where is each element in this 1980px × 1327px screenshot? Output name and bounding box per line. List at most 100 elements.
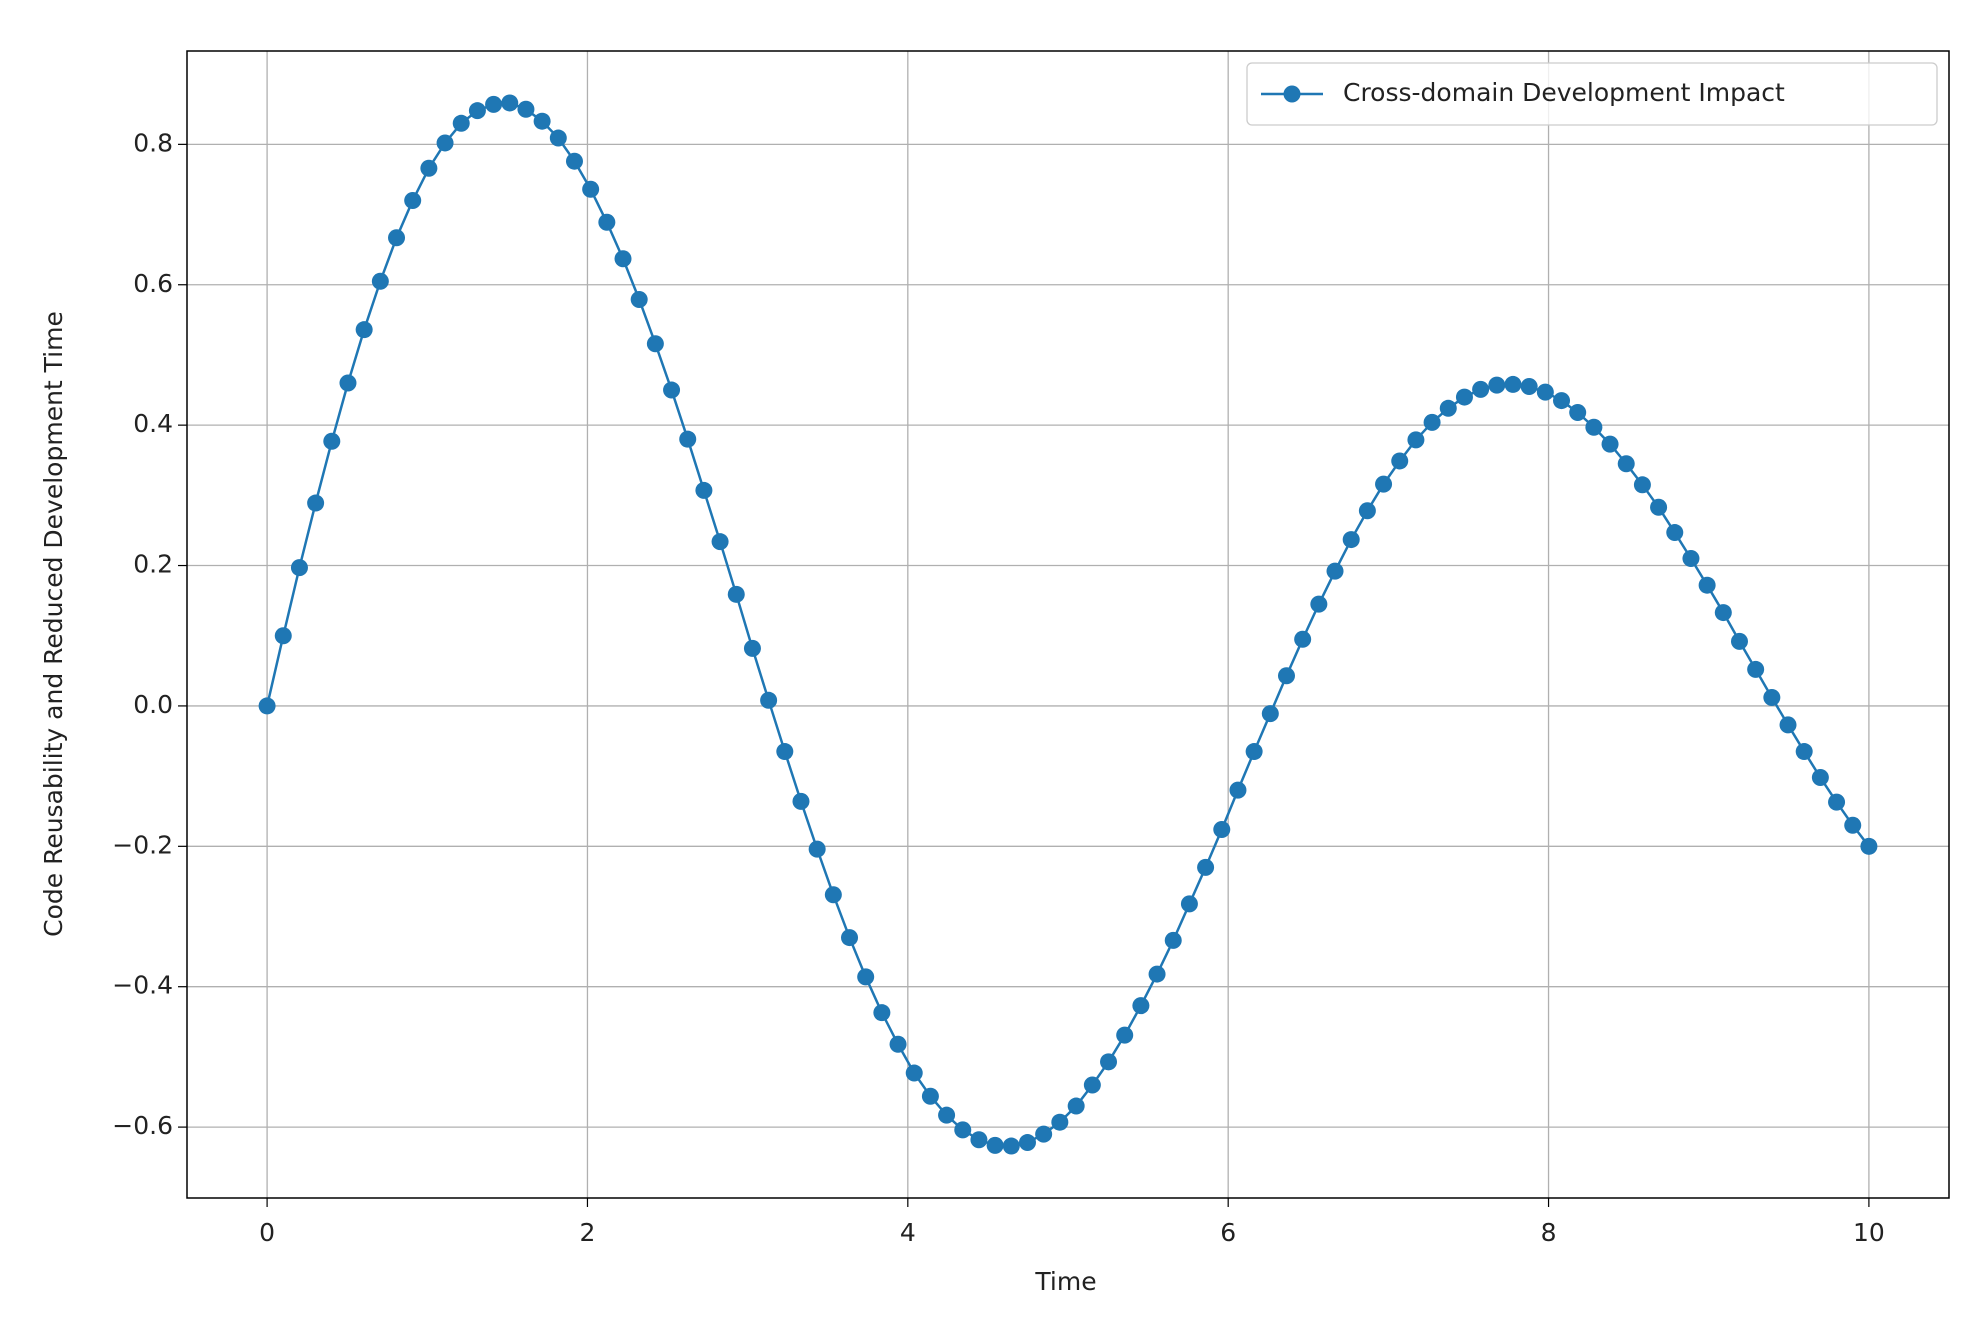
data-point xyxy=(1391,452,1409,470)
data-point xyxy=(1763,689,1781,707)
plot-frame xyxy=(186,50,1950,1199)
data-point xyxy=(1100,1053,1118,1071)
data-point xyxy=(565,152,583,170)
data-point xyxy=(614,250,632,268)
data-point xyxy=(1811,769,1829,787)
data-point xyxy=(1439,399,1457,417)
data-point xyxy=(1018,1134,1036,1152)
y-tick-label: −0.2 xyxy=(112,830,173,859)
data-point xyxy=(1002,1137,1020,1155)
legend-marker xyxy=(1283,85,1301,103)
data-point xyxy=(1245,743,1263,761)
data-point xyxy=(841,929,859,947)
data-point xyxy=(598,213,616,231)
data-point xyxy=(1585,418,1603,436)
y-tick-label: 0.6 xyxy=(133,269,173,298)
data-point xyxy=(743,639,761,657)
data-point xyxy=(258,697,276,715)
data-point xyxy=(436,134,454,152)
data-point xyxy=(954,1121,972,1139)
data-point xyxy=(1828,793,1846,811)
data-point xyxy=(1779,716,1797,734)
data-point xyxy=(986,1136,1004,1154)
data-point xyxy=(630,290,648,308)
data-point xyxy=(290,559,308,577)
data-point xyxy=(921,1087,939,1105)
data-point xyxy=(1148,965,1166,983)
data-point xyxy=(1407,431,1425,449)
data-point xyxy=(582,180,600,198)
data-point xyxy=(646,335,664,353)
data-point xyxy=(1067,1097,1085,1115)
data-point xyxy=(1488,376,1506,394)
data-point xyxy=(1633,476,1651,494)
data-point xyxy=(1164,931,1182,949)
data-point xyxy=(485,95,503,113)
data-point xyxy=(420,159,438,177)
data-point xyxy=(274,627,292,645)
data-point xyxy=(1261,705,1279,723)
y-axis-label: Code Reusability and Reduced Development… xyxy=(39,311,68,937)
data-point xyxy=(792,792,810,810)
data-point xyxy=(549,129,567,147)
data-point xyxy=(824,886,842,904)
data-point xyxy=(1553,392,1571,410)
y-tick-label: 0.4 xyxy=(133,409,173,438)
data-point xyxy=(388,229,406,247)
data-point xyxy=(1536,383,1554,401)
data-point xyxy=(1747,660,1765,678)
data-point xyxy=(1423,413,1441,431)
data-point xyxy=(1116,1026,1134,1044)
data-point xyxy=(1569,404,1587,422)
data-point xyxy=(323,432,341,450)
data-point xyxy=(776,743,794,761)
data-point xyxy=(1310,595,1328,613)
legend-box xyxy=(1246,62,1938,126)
data-point xyxy=(1326,562,1344,580)
y-tick-label: −0.6 xyxy=(112,1111,173,1140)
x-tick-label: 6 xyxy=(1220,1218,1236,1247)
data-point xyxy=(1666,524,1684,542)
x-tick-label: 8 xyxy=(1541,1218,1557,1247)
y-tick-label: −0.4 xyxy=(112,971,173,1000)
data-point xyxy=(760,691,778,709)
data-point xyxy=(1520,378,1538,396)
data-point xyxy=(1617,455,1635,473)
data-point xyxy=(970,1131,988,1149)
data-point xyxy=(1180,895,1198,913)
data-point xyxy=(404,192,422,210)
data-point xyxy=(873,1004,891,1022)
data-point xyxy=(1650,498,1668,516)
data-point xyxy=(1213,820,1231,838)
data-point xyxy=(452,114,470,132)
legend-label: Cross-domain Development Impact xyxy=(1343,78,1785,107)
data-point xyxy=(663,381,681,399)
legend: Cross-domain Development Impact xyxy=(1246,62,1938,126)
data-point xyxy=(857,968,875,986)
data-point xyxy=(1277,667,1295,685)
data-point xyxy=(1083,1076,1101,1094)
data-point xyxy=(711,533,729,551)
data-point xyxy=(905,1064,923,1082)
data-point xyxy=(1197,858,1215,876)
data-point xyxy=(1035,1125,1053,1143)
data-point xyxy=(1682,550,1700,568)
data-point xyxy=(695,481,713,499)
data-point xyxy=(1472,380,1490,398)
y-tick-label: 0.2 xyxy=(133,550,173,579)
data-point xyxy=(517,100,535,118)
data-point xyxy=(339,374,357,392)
data-point xyxy=(468,102,486,120)
data-point xyxy=(1132,997,1150,1015)
data-point xyxy=(1455,388,1473,406)
y-tick-label: 0.8 xyxy=(133,128,173,157)
data-point xyxy=(307,494,325,512)
data-point xyxy=(938,1106,956,1124)
data-point xyxy=(1358,502,1376,520)
data-point xyxy=(1844,816,1862,834)
data-point xyxy=(889,1035,907,1053)
x-tick-label: 4 xyxy=(900,1218,916,1247)
data-point xyxy=(1860,837,1878,855)
data-point xyxy=(1698,576,1716,594)
